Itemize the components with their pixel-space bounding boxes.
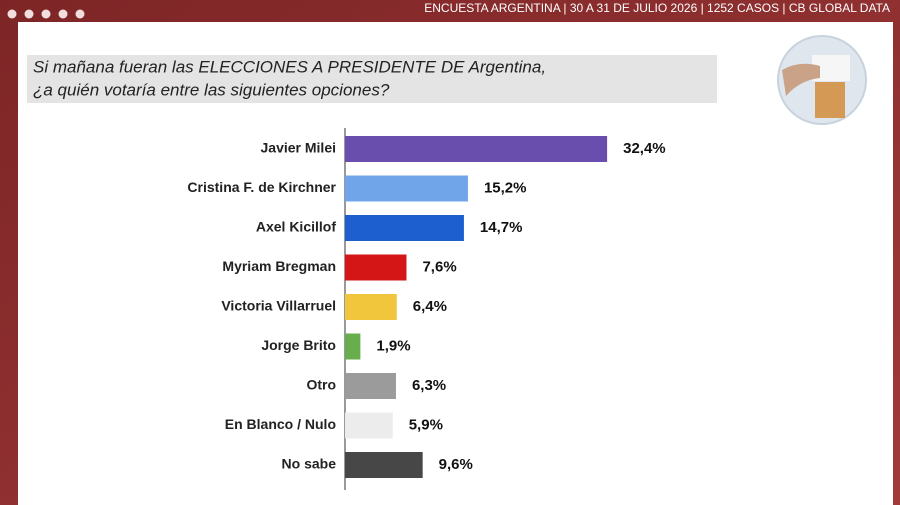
chart-title: ¿a quién votaría entre las siguientes op… (33, 80, 390, 99)
category-label: Otro (306, 377, 336, 393)
title-box (27, 55, 717, 103)
bar (345, 136, 608, 162)
bar (345, 175, 468, 202)
value-label: 5,9% (409, 416, 443, 433)
bar (345, 373, 396, 399)
value-label: 14,7% (480, 219, 523, 236)
category-label: Myriam Bregman (222, 258, 336, 274)
window-dots (7, 9, 85, 19)
bar (345, 294, 397, 320)
value-label: 15,2% (484, 179, 527, 196)
category-label: Jorge Brito (261, 337, 336, 353)
photo (777, 35, 867, 125)
bar (345, 333, 361, 360)
bar (345, 254, 407, 281)
category-label: Cristina F. de Kirchner (187, 179, 336, 195)
header-text: ENCUESTA ARGENTINA | 30 A 31 DE JULIO 20… (424, 1, 890, 15)
category-label: No sabe (282, 456, 337, 472)
value-label: 6,3% (412, 377, 446, 394)
bar (345, 215, 464, 241)
category-label: Axel Kicillof (256, 219, 336, 235)
bar (345, 452, 423, 478)
category-label: En Blanco / Nulo (225, 416, 336, 432)
value-label: 32,4% (623, 140, 666, 157)
value-label: 7,6% (422, 258, 456, 275)
value-label: 1,9% (376, 337, 410, 354)
value-label: 6,4% (413, 298, 447, 315)
value-label: 9,6% (439, 456, 473, 473)
category-label: Javier Milei (261, 140, 337, 156)
chart-title: Si mañana fueran las ELECCIONES A PRESID… (33, 57, 546, 76)
bar (345, 412, 393, 439)
category-label: Victoria Villarruel (221, 298, 336, 314)
